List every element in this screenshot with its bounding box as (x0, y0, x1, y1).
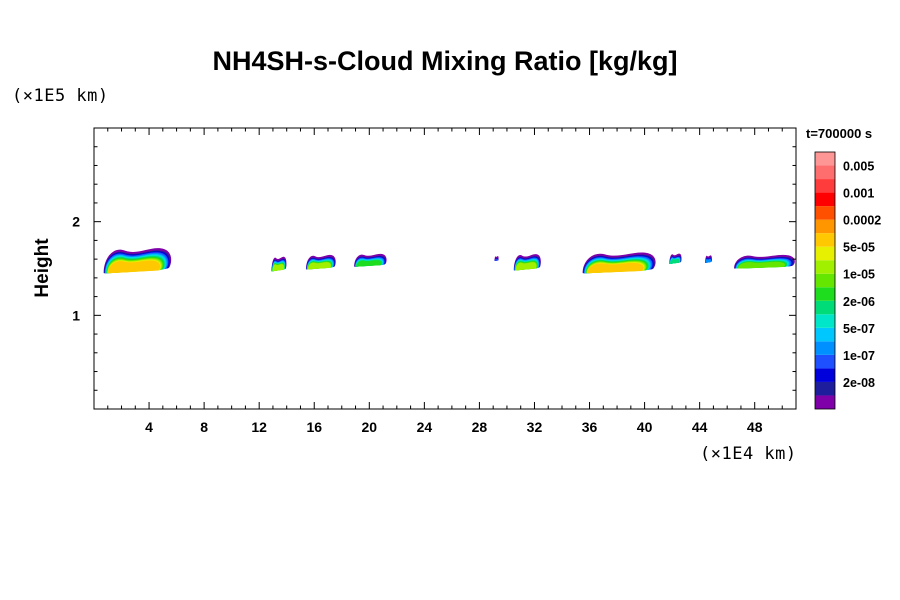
x-tick-label: 4 (145, 419, 153, 435)
plot-frame (93, 127, 797, 410)
cloud-contour (705, 259, 711, 263)
cloud-patch (705, 255, 712, 263)
x-tick-label: 8 (200, 419, 208, 435)
colorbar-swatch (815, 246, 835, 261)
cloud-contour (738, 261, 786, 269)
cloud-contour (515, 262, 537, 271)
x-tick-label: 44 (692, 419, 708, 435)
chart-title: NH4SH-s-Cloud Mixing Ratio [kg/kg] (212, 46, 678, 76)
cloud-layer (103, 248, 795, 274)
cloud-patch (354, 253, 387, 267)
cloud-contour (272, 264, 285, 272)
time-stamp-label: t=700000 s (806, 126, 873, 141)
colorbar-swatch (815, 341, 835, 355)
colorbar-swatch (815, 395, 835, 409)
y-tick-label: 1 (72, 307, 80, 323)
cloud-patch (103, 248, 172, 274)
y-axis-unit-label: (×1E5 km) (12, 86, 109, 106)
colorbar-label: 0.001 (843, 187, 874, 201)
x-tick-label: 40 (637, 419, 653, 435)
cloud-contour (670, 258, 680, 264)
cloud-patch (582, 252, 656, 274)
colorbar-swatch (815, 354, 835, 369)
x-tick-label: 32 (527, 419, 543, 435)
colorbar-label: 5e-05 (843, 241, 875, 255)
colorbar-swatch (815, 206, 835, 220)
colorbar-swatch (815, 327, 835, 342)
cloud-contour (108, 260, 161, 274)
colorbar-label: 1e-05 (843, 268, 875, 282)
plot-area (103, 248, 795, 274)
colorbar-label: 1e-07 (843, 349, 875, 363)
colorbar-label: 2e-08 (843, 376, 875, 390)
x-tick-label: 12 (251, 419, 267, 435)
cloud-contour (587, 262, 644, 274)
colorbar-swatch (815, 273, 835, 288)
colorbar-swatch (815, 381, 835, 396)
colorbar-swatch (815, 368, 835, 382)
colorbar-swatch (815, 233, 835, 247)
cloud-contour (356, 260, 382, 267)
x-tick-label: 24 (417, 419, 433, 435)
colorbar-swatch (815, 287, 835, 301)
colorbar-swatch (815, 179, 835, 193)
x-tick-label: 48 (747, 419, 763, 435)
colorbar-label: 5e-07 (843, 322, 875, 336)
colorbar-swatch (815, 152, 835, 166)
colorbar-swatch (815, 300, 835, 315)
cloud-patch (669, 253, 682, 264)
colorbar-swatch (815, 314, 835, 328)
cloud-patch (305, 254, 336, 270)
x-axis-unit-label: (×1E4 km) (700, 444, 797, 464)
x-tick-label: 36 (582, 419, 598, 435)
x-tick-label: 28 (472, 419, 488, 435)
cloud-patch (271, 256, 287, 272)
colorbar: 2e-08 1e-07 5e-07 2e-06 1e-05 5e-05 0.0002 0.00… (814, 151, 881, 410)
y-axis-label: Height (32, 238, 53, 298)
colorbar-swatch (815, 219, 835, 234)
x-tick-label: 20 (362, 419, 378, 435)
x-tick-label: 16 (306, 419, 322, 435)
y-tick-label: 2 (72, 214, 80, 230)
cloud-patch (494, 256, 499, 262)
colorbar-label: 0.005 (843, 160, 874, 174)
colorbar-swatch (815, 192, 835, 207)
colorbar-label: 2e-06 (843, 295, 875, 309)
colorbar-swatch (815, 165, 835, 180)
cloud-patch (513, 254, 541, 271)
colorbar-label: 0.0002 (843, 214, 881, 228)
cloud-contour (494, 258, 499, 262)
cloud-contour (307, 262, 331, 270)
cloud-patch (734, 254, 795, 269)
colorbar-frame (814, 151, 836, 410)
colorbar-swatch (815, 260, 835, 274)
